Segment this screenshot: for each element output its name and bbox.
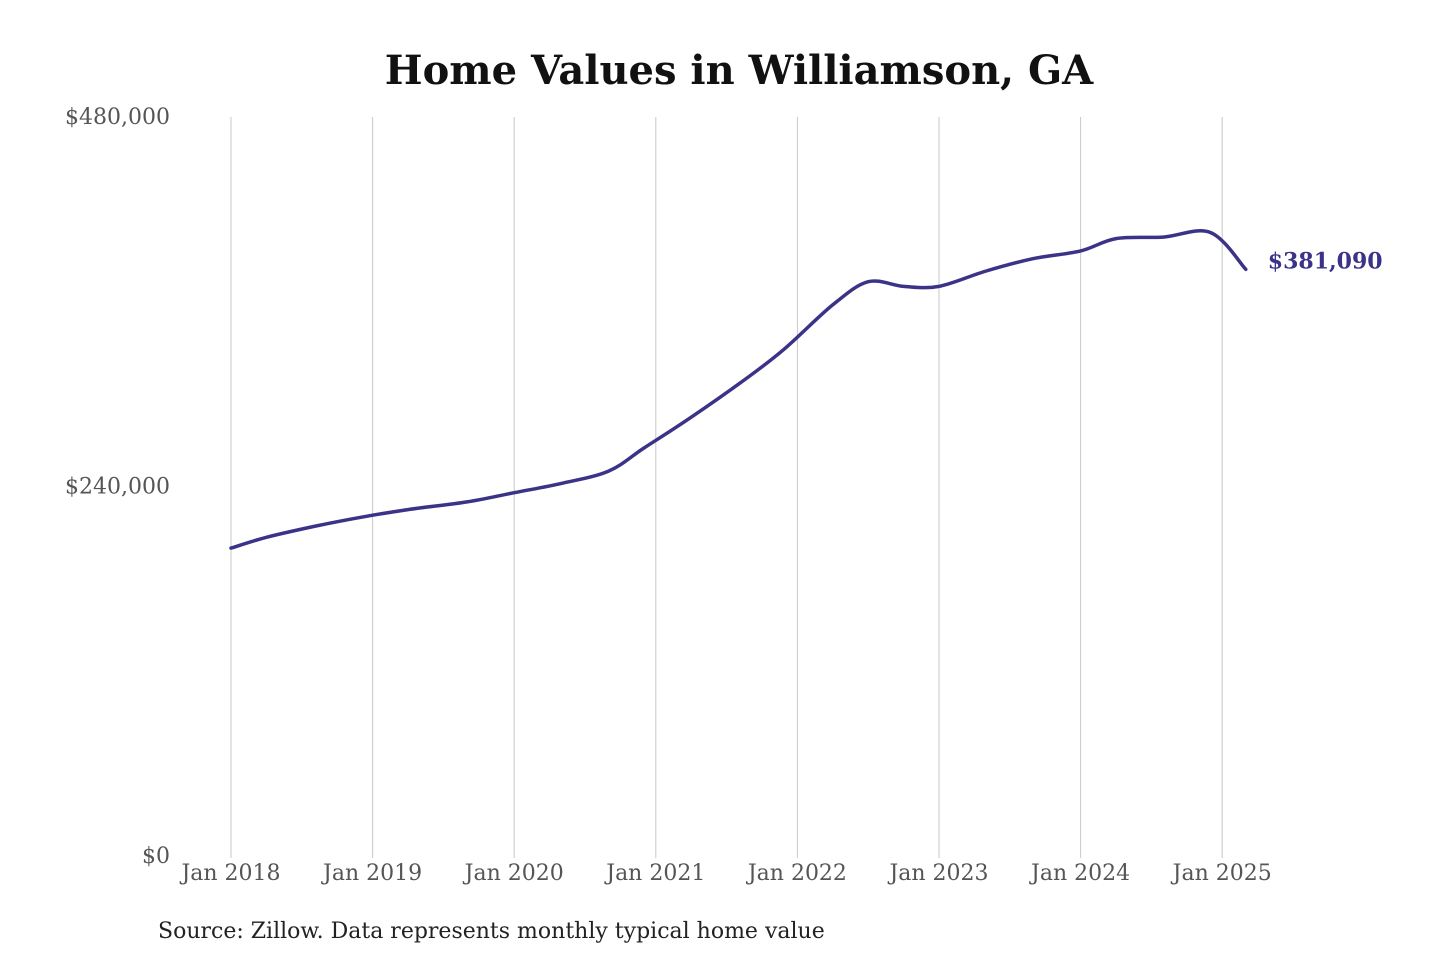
grid-lines [230, 117, 1223, 858]
x-tick-label: Jan 2025 [1171, 861, 1272, 886]
series-layer: $381,090 [229, 229, 1383, 550]
x-tick-label: Jan 2019 [321, 861, 422, 886]
series-line [229, 229, 1248, 550]
y-tick-label: $0 [142, 844, 170, 869]
x-tick-label: Jan 2024 [1029, 861, 1130, 886]
x-tick-label: Jan 2023 [887, 861, 988, 886]
x-tick-label: Jan 2021 [604, 861, 705, 886]
x-axis-ticks: Jan 2018 Jan 2019 Jan 2020 Jan 2021 Jan 2022… [179, 861, 1271, 886]
x-tick-label: Jan 2020 [463, 861, 564, 886]
x-tick-label: Jan 2022 [746, 861, 847, 886]
end-value-label: $381,090 [1268, 248, 1383, 274]
y-axis-ticks: $0 $240,000 $480,000 [65, 105, 170, 869]
x-tick-label: Jan 2018 [179, 861, 280, 886]
source-note: Source: Zillow. Data represents monthly … [158, 919, 825, 944]
chart-title: Home Values in Williamson, GA [385, 47, 1094, 94]
y-tick-label: $240,000 [65, 475, 170, 500]
y-tick-label: $480,000 [65, 105, 170, 130]
